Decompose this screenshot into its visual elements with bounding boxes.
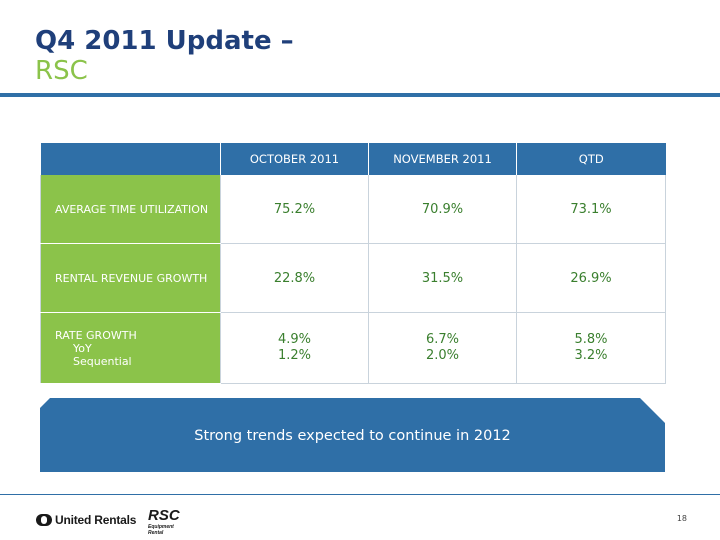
row-label-main: RATE GROWTH — [55, 328, 137, 342]
top-divider — [0, 93, 720, 97]
table-cell: 31.5% — [368, 243, 517, 313]
rsc-tagline: Equipment Rental — [148, 524, 174, 536]
cell-value: 6.7% — [425, 332, 460, 347]
banner-text: Strong trends expected to continue in 20… — [194, 428, 511, 444]
metrics-table: OCTOBER 2011 NOVEMBER 2011 QTD AVERAGE T… — [40, 143, 666, 384]
table-cell: 22.8% — [220, 243, 369, 313]
table-cell: 6.7% 2.0% — [368, 312, 517, 384]
table-header-corner — [40, 143, 221, 175]
row-label: RATE GROWTH YoY Sequential — [40, 312, 221, 384]
table-cell: 4.9% 1.2% — [220, 312, 369, 384]
table-cell: 5.8% 3.2% — [516, 312, 666, 384]
table-row: RENTAL REVENUE GROWTH 22.8% 31.5% 26.9% — [40, 243, 666, 313]
row-label: AVERAGE TIME UTILIZATION — [40, 175, 221, 244]
row-sublabel: Sequential — [73, 354, 132, 368]
column-header: QTD — [516, 143, 666, 175]
slide-title-block: Q4 2011 Update – RSC — [35, 26, 294, 86]
slide-subtitle: RSC — [35, 56, 88, 86]
row-label: RENTAL REVENUE GROWTH — [40, 243, 221, 313]
table-cell: 70.9% — [368, 175, 517, 244]
cell-value: 2.0% — [425, 348, 460, 363]
cell-value: 3.2% — [574, 348, 608, 363]
banner-shape — [40, 398, 665, 472]
united-rentals-mark-icon — [36, 514, 52, 526]
page-number: 18 — [676, 514, 687, 523]
table-row: AVERAGE TIME UTILIZATION 75.2% 70.9% 73.… — [40, 175, 666, 244]
table-header-row: OCTOBER 2011 NOVEMBER 2011 QTD — [40, 143, 666, 175]
row-sublabel: YoY — [73, 341, 92, 355]
table-cell: 26.9% — [516, 243, 666, 313]
cell-value: 4.9% — [277, 332, 312, 347]
table-row: RATE GROWTH YoY Sequential 4.9% 1.2% 6.7… — [40, 312, 666, 384]
cell-value: 5.8% — [574, 332, 608, 347]
callout-banner: Strong trends expected to continue in 20… — [40, 398, 665, 472]
bottom-divider — [0, 494, 720, 495]
rsc-wordmark: RSC — [148, 507, 180, 524]
table-cell: 75.2% — [220, 175, 369, 244]
table-cell: 73.1% — [516, 175, 666, 244]
united-rentals-wordmark: United Rentals — [55, 513, 137, 527]
column-header: NOVEMBER 2011 — [368, 143, 517, 175]
slide-title: Q4 2011 Update – — [35, 26, 294, 56]
rsc-logo: RSC Equipment Rental — [148, 507, 190, 536]
cell-value: 1.2% — [277, 348, 312, 363]
united-rentals-logo: United Rentals — [36, 513, 136, 527]
column-header: OCTOBER 2011 — [220, 143, 369, 175]
